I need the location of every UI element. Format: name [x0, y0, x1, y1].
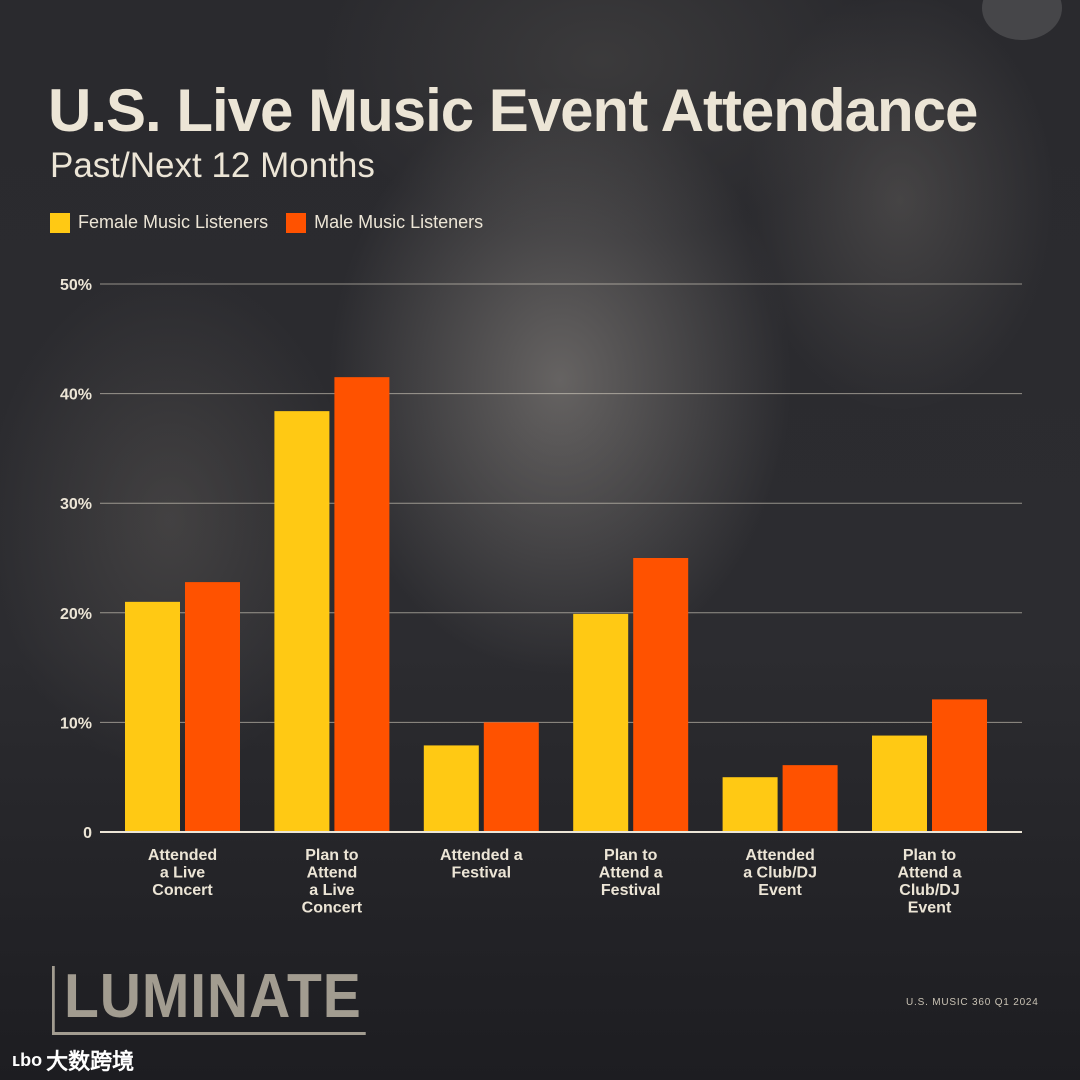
bar-female-2: [423, 745, 479, 832]
category-label: Plan to Attend a Live Concert: [302, 847, 363, 917]
legend-label-male: Male Music Listeners: [314, 212, 484, 232]
legend-label-female: Female Music Listeners: [78, 212, 269, 232]
bar-female-1: [274, 411, 330, 832]
watermark-text: 大数跨境: [46, 1049, 135, 1074]
chart-subtitle: Past/Next 12 Months: [50, 146, 375, 185]
chart-title: U.S. Live Music Event Attendance: [48, 77, 978, 144]
bar-chart: 0 10% 20% 30% 40% 50% Attended a Live Concert Pla…: [60, 277, 1022, 917]
y-tick-label: 20%: [60, 606, 92, 623]
bar-male-4: [782, 765, 838, 832]
bar-female-0: [125, 601, 180, 832]
bar-male-5: [932, 699, 987, 832]
watermark-logo-icon: ʟbo: [12, 1049, 43, 1070]
bar-male-3: [633, 558, 689, 832]
bar-male-2: [483, 722, 539, 832]
category-label: Plan to Attend a Club/DJ Event: [898, 847, 962, 917]
bar-female-3: [573, 613, 629, 832]
luminate-logo: LUMINATE: [52, 966, 366, 1035]
y-tick-label: 50%: [60, 277, 92, 294]
y-tick-label: 40%: [60, 387, 92, 404]
y-tick-label: 30%: [60, 496, 92, 513]
category-label: Attended a Club/DJ Event: [743, 847, 817, 899]
category-label: Attended a Live Concert: [148, 847, 217, 899]
legend-swatch-female: [50, 212, 70, 233]
watermark: ʟbo 大数跨境: [12, 1044, 134, 1076]
bar-male-1: [334, 377, 390, 832]
bar-male-0: [185, 582, 240, 832]
source-note: U.S. MUSIC 360 Q1 2024: [906, 997, 1039, 1008]
legend-item-female: Female Music Listeners: [50, 212, 268, 233]
y-tick-label: 0: [83, 825, 92, 842]
y-tick-label: 10%: [60, 715, 92, 732]
category-label: Plan to Attend a Festival: [599, 847, 663, 899]
legend-item-male: Male Music Listeners: [286, 212, 483, 233]
legend: Female Music Listeners Male Music Listen…: [50, 212, 483, 233]
bar-female-4: [722, 777, 778, 832]
bar-female-5: [872, 735, 927, 832]
category-label: Attended a Festival: [440, 847, 523, 882]
legend-swatch-male: [286, 212, 307, 233]
